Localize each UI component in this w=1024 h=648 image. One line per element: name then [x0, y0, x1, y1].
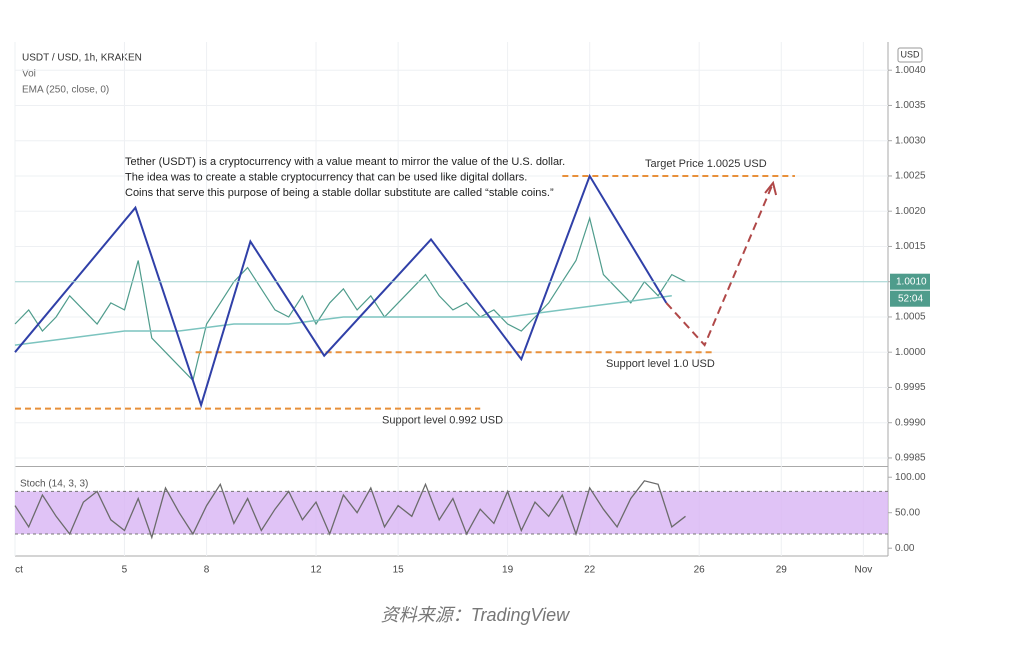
- y-tick-label: 1.0025: [895, 171, 926, 182]
- stoch-line: [14, 480, 686, 540]
- axis-unit: USD: [900, 49, 920, 59]
- x-tick-label: 29: [776, 565, 788, 576]
- level-label: Target Price 1.0025 USD: [645, 158, 767, 170]
- forecast-arrow: [665, 182, 775, 347]
- last-price-box: [890, 273, 930, 290]
- chart-title: USDT / USD, 1h, KRAKEN: [22, 53, 142, 64]
- stoch-band: [15, 491, 888, 534]
- level-label: Support level 0.992 USD: [382, 415, 503, 427]
- note-text: Coins that serve this purpose of being a…: [125, 187, 554, 199]
- level-label: Support level 1.0 USD: [606, 358, 715, 370]
- y-tick-label: 0.00: [895, 543, 915, 554]
- last-price-label: 1.0010: [896, 276, 927, 287]
- source: 资料来源：TradingView: [381, 605, 570, 625]
- price-line: [14, 295, 672, 346]
- indicator-label: EMA (250, close, 0): [22, 85, 109, 96]
- x-tick-label: 26: [694, 565, 706, 576]
- y-tick-label: 100.00: [895, 472, 926, 483]
- countdown-box: [890, 290, 930, 307]
- y-tick-label: 1.0040: [895, 65, 926, 76]
- y-tick-label: 50.00: [895, 507, 920, 518]
- x-tick-label: 22: [584, 565, 596, 576]
- x-tick-label: 15: [393, 565, 405, 576]
- arrow-head: [764, 180, 778, 196]
- y-tick-label: 0.9990: [895, 417, 926, 428]
- countdown: 52:04: [898, 293, 923, 304]
- unit-box: [897, 47, 923, 63]
- x-tick-label: 12: [310, 565, 322, 576]
- pattern-line: [14, 173, 668, 409]
- note-text: Tether (USDT) is a cryptocurrency with a…: [125, 156, 565, 168]
- indicator-label: Vol: [22, 69, 36, 80]
- y-tick-label: 1.0035: [895, 100, 926, 111]
- x-tick-label: Nov: [854, 565, 872, 576]
- y-tick-label: 1.0015: [895, 241, 926, 252]
- y-tick-label: 1.0020: [895, 206, 926, 217]
- x-tick-label: ct: [15, 565, 23, 576]
- y-tick-label: 1.0030: [895, 135, 926, 146]
- y-tick-label: 1.0005: [895, 312, 926, 323]
- x-tick-label: 19: [502, 565, 514, 576]
- x-tick-label: 8: [204, 565, 210, 576]
- y-tick-label: 0.9985: [895, 453, 926, 464]
- note-text: The idea was to create a stable cryptocu…: [125, 171, 527, 183]
- stoch-label: Stoch (14, 3, 3): [20, 479, 88, 490]
- x-tick-label: 5: [122, 565, 128, 576]
- price-line: [14, 215, 686, 382]
- y-tick-label: 1.0000: [895, 347, 926, 358]
- y-tick-label: 0.9995: [895, 382, 926, 393]
